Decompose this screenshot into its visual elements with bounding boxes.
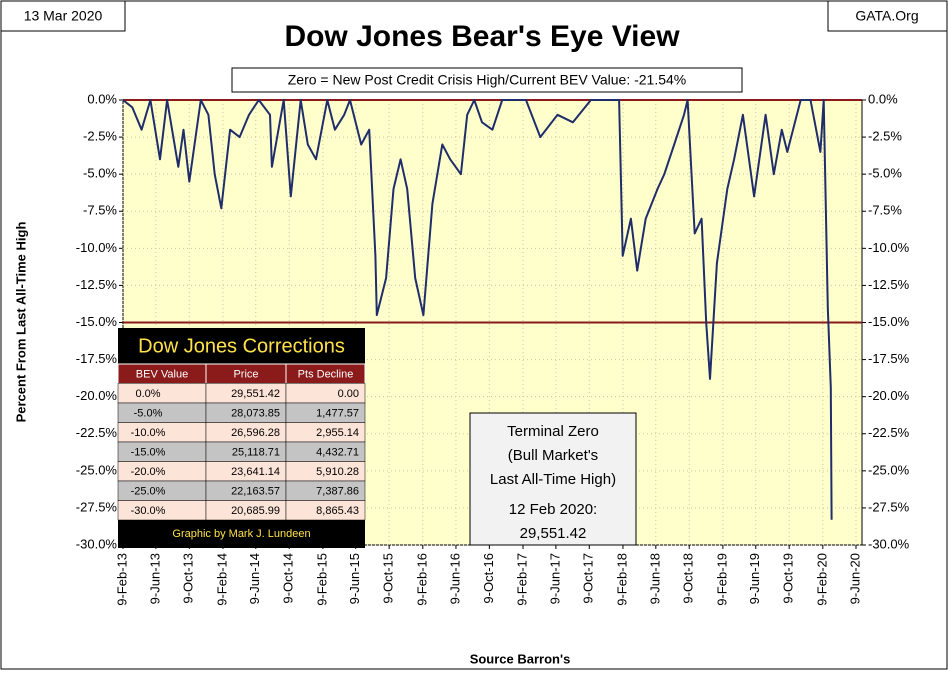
x-tick-label: 9-Feb-19: [714, 553, 729, 606]
subtitle: Zero = New Post Credit Crisis High/Curre…: [288, 72, 687, 88]
table-credit: Graphic by Mark J. Lundeen: [172, 528, 310, 540]
x-tick-label: 9-Jun-14: [247, 553, 262, 604]
y2-tick-label: -20.0%: [868, 388, 910, 403]
x-tick-label: 9-Feb-17: [514, 553, 529, 606]
y2-tick-label: -27.5%: [868, 499, 910, 514]
y-tick-label: -7.5%: [83, 203, 117, 218]
date-box: [0, 0, 126, 32]
site-box: [827, 0, 948, 32]
table-cell-text: -5.0%: [134, 408, 163, 420]
annotation-text: 12 Feb 2020:: [509, 501, 597, 518]
y-tick-label: -17.5%: [76, 351, 118, 366]
table-cell: [117, 383, 207, 404]
x-tick-label: 9-Feb-16: [414, 553, 429, 606]
y-tick-label: -25.0%: [76, 462, 118, 477]
x-tick-label: 9-Oct-19: [781, 553, 796, 604]
table-cell-text: 0.0%: [135, 388, 160, 400]
y-tick-label: -15.0%: [76, 314, 118, 329]
table-cell-text: 26,596.28: [231, 427, 280, 439]
subtitle-box: [231, 67, 743, 93]
y2-tick-label: -12.5%: [868, 277, 910, 292]
x-tick-label: 9-Oct-15: [381, 553, 396, 604]
y2-tick-label: -2.5%: [868, 129, 902, 144]
y2-tick-label: 0.0%: [868, 91, 898, 106]
annotation-text: Last All-Time High): [490, 471, 616, 488]
x-tick-label: 9-Feb-20: [814, 553, 829, 606]
y2-tick-label: -5.0%: [868, 166, 902, 181]
x-tick-label: 9-Oct-18: [681, 553, 696, 604]
table-title-bg: [118, 328, 365, 364]
table-cell-text: 23,641.14: [231, 466, 280, 478]
y2-tick-label: -22.5%: [868, 425, 910, 440]
x-tick-label: 9-Oct-14: [281, 553, 296, 604]
y2-tick-label: -30.0%: [868, 536, 910, 551]
site-label: GATA.Org: [855, 8, 918, 24]
annotation-text: (Bull Market's: [508, 447, 598, 464]
y-tick-label: -30.0%: [76, 536, 118, 551]
table-credit-bg: [118, 520, 365, 548]
table-cell-text: 1,477.57: [316, 408, 359, 420]
y2-tick-label: -7.5%: [868, 203, 902, 218]
table-cell-text: 4,432.71: [316, 447, 359, 459]
table-cell-text: -30.0%: [131, 505, 166, 517]
y2-tick-label: -17.5%: [868, 351, 910, 366]
y-tick-label: -10.0%: [76, 240, 118, 255]
table-cell-text: -25.0%: [131, 486, 166, 498]
table-cell-text: 8,865.43: [316, 505, 359, 517]
y2-tick-label: -10.0%: [868, 240, 910, 255]
y2-tick-label: -25.0%: [868, 462, 910, 477]
y-tick-label: -22.5%: [76, 425, 118, 440]
table-cell-text: -15.0%: [131, 447, 166, 459]
x-tick-label: 9-Feb-14: [214, 553, 229, 606]
x-tick-label: 9-Feb-13: [114, 553, 129, 606]
table-header: BEV Value: [136, 369, 188, 381]
y-tick-label: 0.0%: [87, 91, 117, 106]
annotation-box: [469, 412, 637, 546]
y-tick-label: -20.0%: [76, 388, 118, 403]
x-tick-label: 9-Jun-17: [547, 553, 562, 604]
table-cell-text: 29,551.42: [231, 388, 280, 400]
data-line: [122, 99, 833, 520]
x-tick-label: 9-Jun-15: [347, 553, 362, 604]
y2-tick-label: -15.0%: [868, 314, 910, 329]
table-title: Dow Jones Corrections: [138, 335, 345, 357]
date-label: 13 Mar 2020: [24, 8, 103, 24]
table-cell-text: 2,955.14: [316, 427, 359, 439]
x-tick-label: 9-Jun-16: [447, 553, 462, 604]
table-cell-text: 7,387.86: [316, 486, 359, 498]
y-tick-label: -12.5%: [76, 277, 118, 292]
y-tick-label: -2.5%: [83, 129, 117, 144]
x-axis-label: Source Barron's: [470, 651, 571, 666]
x-tick-label: 9-Jun-13: [147, 553, 162, 604]
x-tick-label: 9-Jun-18: [647, 553, 662, 604]
x-tick-label: 9-Jun-20: [847, 553, 862, 604]
x-tick-label: 9-Feb-18: [614, 553, 629, 606]
table-cell-text: 25,118.71: [232, 447, 280, 459]
chart-title: Dow Jones Bear's Eye View: [284, 20, 680, 53]
x-tick-label: 9-Feb-15: [314, 553, 329, 606]
x-tick-label: 9-Oct-13: [181, 553, 196, 604]
table-header: Price: [233, 369, 258, 381]
y-tick-label: -5.0%: [83, 166, 117, 181]
table-cell-text: 28,073.85: [231, 408, 280, 420]
table-cell-text: -20.0%: [131, 466, 166, 478]
annotation-text: 29,551.42: [520, 525, 587, 542]
table-cell-text: 5,910.28: [316, 466, 359, 478]
x-tick-label: 9-Oct-16: [481, 553, 496, 604]
table-cell-text: 0.00: [338, 388, 359, 400]
table-cell-text: 20,685.99: [231, 505, 280, 517]
x-tick-label: 9-Jun-19: [747, 553, 762, 604]
table-header: Pts Decline: [298, 369, 354, 381]
x-tick-label: 9-Oct-17: [581, 553, 596, 604]
y-tick-label: -27.5%: [76, 499, 118, 514]
annotation-text: Terminal Zero: [507, 423, 599, 440]
y-axis-label: Percent From Last All-Time High: [13, 222, 28, 423]
table-cell-text: 22,163.57: [231, 486, 280, 498]
table-cell-text: -10.0%: [131, 427, 166, 439]
